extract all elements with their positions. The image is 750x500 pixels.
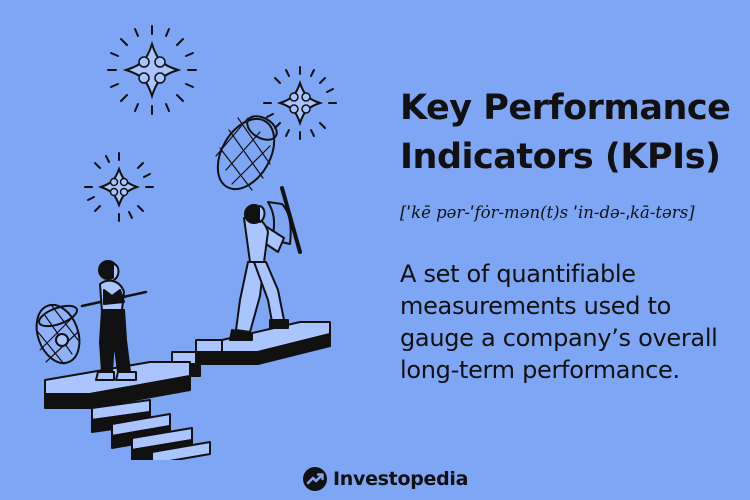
person-with-net-upper	[215, 115, 302, 341]
investopedia-logo-icon	[303, 467, 327, 491]
kpi-illustration	[35, 25, 337, 460]
pronunciation-text: [ˈkē pər-ˈfȯr-mən(t)s ˈin-də-ˌkā-tərs]	[400, 203, 695, 222]
sparkle-star-right	[263, 66, 337, 140]
staircase	[44, 321, 331, 460]
sparkle-star-small	[84, 152, 154, 222]
investopedia-brand: Investopedia	[303, 466, 468, 492]
brand-name: Investopedia	[333, 468, 469, 490]
page-title: Key Performance Indicators (KPIs)	[400, 88, 731, 177]
definition-text: A set of quantifiable measurements used …	[400, 260, 718, 384]
person-with-net-lower	[35, 260, 148, 381]
sparkle-star-large	[107, 25, 197, 115]
